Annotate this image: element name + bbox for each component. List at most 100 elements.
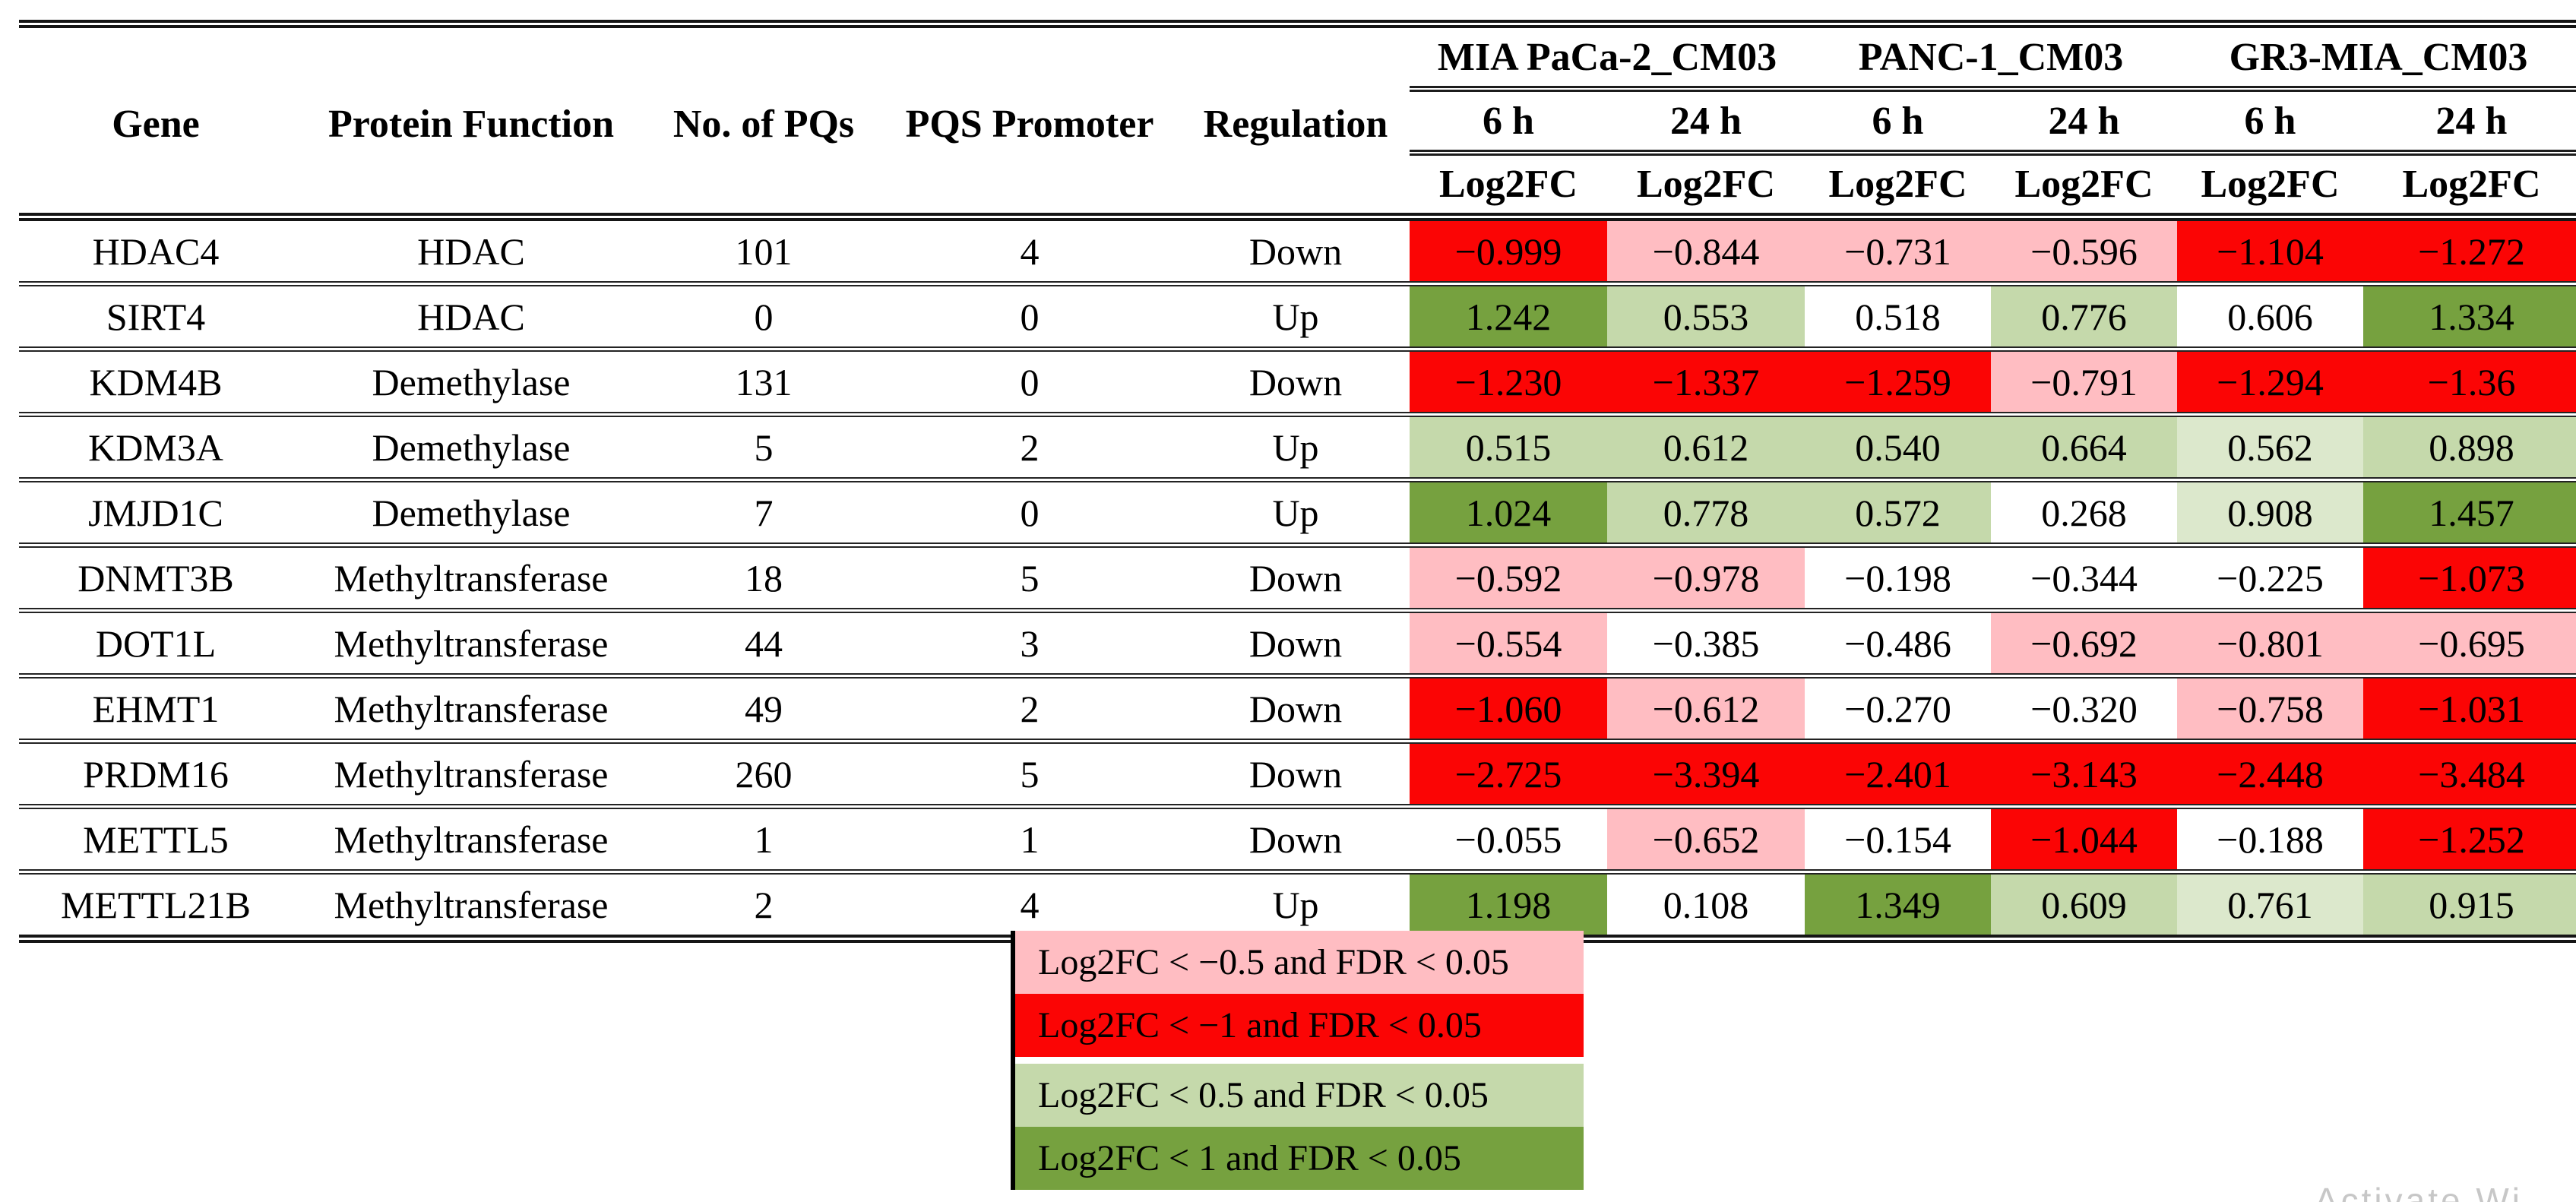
log2fc-heatmap-cell: −3.394	[1607, 744, 1805, 804]
log2fc-heatmap-cell: 0.778	[1607, 482, 1805, 542]
log2fc-heatmap-cell: 1.198	[1410, 875, 1607, 935]
protein-function-cell: Methyltransferase	[334, 687, 609, 730]
pqs-promoter-cell: 1	[1020, 818, 1040, 861]
regulation-cell: Down	[1248, 818, 1343, 861]
protein-function-cell: HDAC	[417, 295, 525, 338]
log2fc-heatmap-cell: 0.664	[1991, 417, 2177, 477]
log2fc-heatmap-cell: −0.154	[1805, 809, 1991, 869]
no-of-pqs-cell: 0	[754, 295, 774, 338]
protein-function-cell: HDAC	[417, 229, 525, 273]
measure-header-log2fc: Log2FC	[1828, 163, 1967, 206]
legend-item-label: Log2FC < 0.5 and FDR < 0.05	[1038, 1075, 1489, 1115]
log2fc-heatmap-cell: −1.104	[2177, 221, 2363, 281]
color-legend: Log2FC < −0.5 and FDR < 0.05 Log2FC < −1 …	[1011, 931, 1584, 1190]
pqs-promoter-cell: 0	[1020, 360, 1040, 403]
no-of-pqs-cell: 2	[754, 883, 774, 926]
log2fc-heatmap-cell: −1.294	[2177, 352, 2363, 412]
no-of-pqs-cell: 260	[735, 752, 793, 796]
log2fc-heatmap-cell: 1.349	[1805, 875, 1991, 935]
table-row: KDM3A Demethylase 5 2 Up 0.515 0.612 0.540 0.664…	[19, 417, 2576, 482]
log2fc-heatmap-cell: 0.515	[1410, 417, 1607, 477]
legend-item: Log2FC < −1 and FDR < 0.05	[1015, 994, 1584, 1057]
log2fc-heatmap-cell: 0.606	[2177, 286, 2363, 346]
log2fc-heatmap-cell: −0.596	[1991, 221, 2177, 281]
header-spacer	[19, 28, 1410, 92]
regulation-cell: Up	[1272, 295, 1319, 338]
log2fc-heatmap-cell: −2.401	[1805, 744, 1991, 804]
regulation-cell: Down	[1248, 360, 1343, 403]
gene-cell: METTL21B	[61, 883, 251, 926]
log2fc-heatmap-cell: −1.044	[1991, 809, 2177, 869]
col-header-gene: Gene	[112, 102, 200, 146]
protein-function-cell: Methyltransferase	[334, 556, 609, 599]
log2fc-heatmap-cell: −0.999	[1410, 221, 1607, 281]
log2fc-heatmap-cell: −0.695	[2363, 613, 2576, 673]
regulation-cell: Up	[1272, 425, 1319, 469]
time-header-6h: 6 h	[2177, 92, 2363, 156]
log2fc-heatmap-cell: −1.031	[2363, 678, 2576, 739]
log2fc-heatmap-cell: −0.270	[1805, 678, 1991, 739]
log2fc-heatmap-cell: −0.652	[1607, 809, 1805, 869]
log2fc-heatmap-cell: 0.776	[1991, 286, 2177, 346]
time-header-24h: 24 h	[2363, 92, 2576, 156]
regulation-cell: Down	[1248, 556, 1343, 599]
group-header-panc1: PANC-1_CM03	[1805, 28, 2177, 92]
col-header-no-of-pqs: No. of PQs	[672, 102, 855, 146]
pqs-promoter-cell: 0	[1020, 295, 1040, 338]
log2fc-heatmap-cell: −2.725	[1410, 744, 1607, 804]
regulation-cell: Up	[1272, 883, 1319, 926]
log2fc-heatmap-cell: −0.731	[1805, 221, 1991, 281]
time-header-6h: 6 h	[1805, 92, 1991, 156]
time-header-24h: 24 h	[1991, 92, 2177, 156]
log2fc-heatmap-cell: −0.791	[1991, 352, 2177, 412]
log2fc-heatmap-cell: −1.060	[1410, 678, 1607, 739]
log2fc-heatmap-cell: 0.761	[2177, 875, 2363, 935]
watermark-text: Activate Wi	[2314, 1181, 2523, 1202]
log2fc-heatmap-cell: 0.612	[1607, 417, 1805, 477]
header-row-measure: Log2FC Log2FC Log2FC Log2FC Log2FC Log2F…	[19, 156, 2576, 221]
measure-header-log2fc: Log2FC	[1637, 163, 1775, 206]
legend-item-label: Log2FC < 1 and FDR < 0.05	[1038, 1138, 1461, 1178]
no-of-pqs-cell: 18	[745, 556, 783, 599]
log2fc-heatmap-cell: −0.801	[2177, 613, 2363, 673]
log2fc-heatmap-cell: −0.692	[1991, 613, 2177, 673]
log2fc-heatmap-cell: −0.486	[1805, 613, 1991, 673]
legend-item: Log2FC < 1 and FDR < 0.05	[1015, 1127, 1584, 1190]
gene-expression-table: MIA PaCa-2_CM03 PANC-1_CM03 GR3-MIA_CM03…	[19, 20, 2576, 943]
group-header-gr3-mia: GR3-MIA_CM03	[2177, 28, 2576, 92]
pqs-promoter-cell: 2	[1020, 425, 1040, 469]
regulation-cell: Down	[1248, 622, 1343, 665]
log2fc-heatmap-cell: 1.242	[1410, 286, 1607, 346]
log2fc-heatmap-cell: 0.108	[1607, 875, 1805, 935]
protein-function-cell: Demethylase	[372, 360, 571, 403]
log2fc-heatmap-cell: −1.252	[2363, 809, 2576, 869]
regulation-cell: Down	[1248, 752, 1343, 796]
table-row: JMJD1C Demethylase 7 0 Up 1.024 0.778 0.572 0.26…	[19, 482, 2576, 548]
header-row-groups: MIA PaCa-2_CM03 PANC-1_CM03 GR3-MIA_CM03	[19, 28, 2576, 92]
log2fc-heatmap-cell: −0.385	[1607, 613, 1805, 673]
measure-header-log2fc: Log2FC	[2201, 163, 2340, 206]
log2fc-heatmap-cell: 0.572	[1805, 482, 1991, 542]
log2fc-heatmap-cell: 0.908	[2177, 482, 2363, 542]
log2fc-heatmap-cell: −0.978	[1607, 548, 1805, 608]
legend-item: Log2FC < 0.5 and FDR < 0.05	[1015, 1064, 1584, 1127]
col-header-regulation: Regulation	[1203, 102, 1388, 146]
gene-cell: DNMT3B	[78, 556, 234, 599]
log2fc-heatmap-cell: −0.320	[1991, 678, 2177, 739]
log2fc-heatmap-cell: −2.448	[2177, 744, 2363, 804]
gene-cell: KDM3A	[88, 425, 223, 469]
table-row: DNMT3B Methyltransferase 18 5 Down −0.592 −0.9…	[19, 548, 2576, 613]
table-row: PRDM16 Methyltransferase 260 5 Down −2.725 −3.…	[19, 744, 2576, 809]
log2fc-heatmap-cell: −0.198	[1805, 548, 1991, 608]
time-header-6h: 6 h	[1410, 92, 1607, 156]
col-header-pqs-promoter: PQS Promoter	[905, 102, 1154, 146]
log2fc-heatmap-cell: 1.457	[2363, 482, 2576, 542]
pqs-promoter-cell: 2	[1020, 687, 1040, 730]
gene-cell: METTL5	[83, 818, 229, 861]
log2fc-heatmap-cell: 0.562	[2177, 417, 2363, 477]
regulation-cell: Down	[1248, 687, 1343, 730]
log2fc-heatmap-cell: 0.268	[1991, 482, 2177, 542]
log2fc-heatmap-cell: −1.272	[2363, 221, 2576, 281]
log2fc-heatmap-cell: 0.518	[1805, 286, 1991, 346]
pqs-promoter-cell: 4	[1020, 883, 1040, 926]
